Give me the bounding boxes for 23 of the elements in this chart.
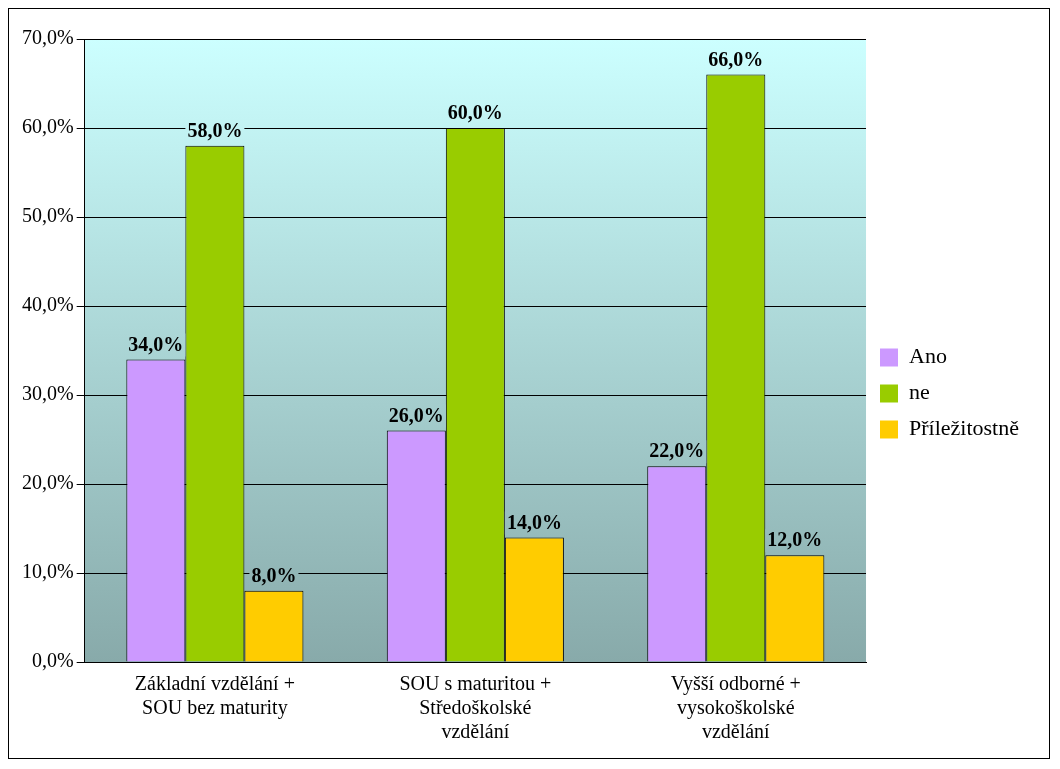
y-tick-label: 10,0% [21, 560, 74, 583]
legend-label: Ano [909, 343, 947, 369]
y-tick-label: 70,0% [21, 26, 74, 49]
x-tick-label: Základní vzdělání + SOU bez maturity [134, 672, 295, 720]
data-label: 58,0% [187, 118, 243, 141]
y-tick-label: 50,0% [21, 204, 74, 227]
data-label: 8,0% [251, 563, 297, 586]
legend-label: Příležitostně [909, 415, 1020, 441]
data-label: 66,0% [708, 47, 764, 70]
data-label: 22,0% [649, 439, 705, 462]
x-tick-label: SOU s maturitou + Středoškolské vzdělání [399, 672, 552, 743]
data-label: 60,0% [447, 101, 503, 124]
data-label: 12,0% [767, 528, 823, 551]
y-tick-label: 60,0% [21, 115, 74, 138]
y-tick-label: 40,0% [21, 293, 74, 316]
x-tick-label: Vyšší odborné + vysokoškolské vzdělání [670, 672, 801, 743]
data-label: 26,0% [388, 403, 444, 426]
legend-label: ne [909, 379, 930, 405]
y-tick-label: 0,0% [31, 649, 74, 672]
y-tick-label: 30,0% [21, 382, 74, 405]
data-label: 34,0% [128, 332, 184, 355]
data-label: 14,0% [506, 510, 562, 533]
y-tick-label: 20,0% [21, 471, 74, 494]
